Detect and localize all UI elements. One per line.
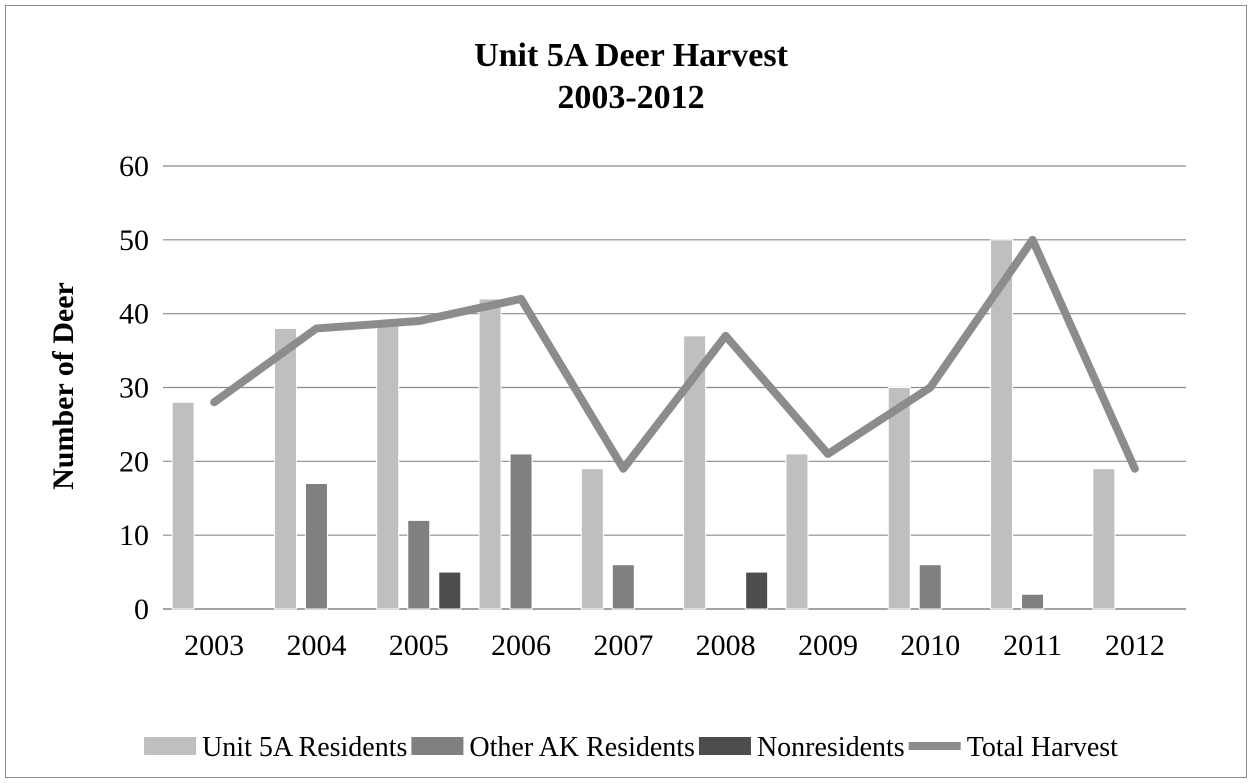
bar-other-ak-residents-2004 — [304, 482, 328, 610]
legend-label: Total Harvest — [967, 732, 1118, 763]
y-tick-labels: 0 10 20 30 40 50 60 — [119, 150, 149, 626]
bar-other-ak-residents-2007 — [611, 564, 635, 610]
x-tick-label: 2012 — [1105, 629, 1165, 662]
chart-frame: Unit 5A Deer Harvest 2003-2012 Number of… — [5, 5, 1247, 778]
legend-swatch — [144, 737, 197, 755]
bar-other-ak-residents-2011 — [1021, 593, 1045, 610]
chart-title-line-2: 2003-2012 — [557, 79, 704, 116]
bar-unit-5a-residents-2004 — [273, 327, 297, 610]
chart-svg: Unit 5A Deer Harvest 2003-2012 Number of… — [47, 37, 1186, 763]
y-tick-label: 60 — [119, 150, 149, 183]
y-tick-label: 30 — [119, 372, 149, 405]
x-tick-label: 2010 — [900, 629, 960, 662]
legend-item-nonresidents: Nonresidents — [698, 732, 905, 763]
legend-item-other-ak-residents: Other AK Residents — [411, 732, 695, 763]
bars — [171, 239, 1116, 610]
x-tick-label: 2009 — [798, 629, 858, 662]
x-tick-label: 2004 — [286, 629, 346, 662]
legend-swatch — [411, 737, 464, 755]
line-total-harvest — [210, 235, 1139, 473]
y-tick-label: 40 — [119, 298, 149, 331]
total-harvest-line — [210, 235, 1139, 473]
bar-unit-5a-residents-2003 — [171, 401, 195, 610]
bar-unit-5a-residents-2010 — [887, 387, 911, 610]
legend-label: Other AK Residents — [469, 732, 695, 763]
bar-unit-5a-residents-2011 — [990, 239, 1014, 610]
y-tick-label: 20 — [119, 445, 149, 478]
bar-nonresidents-2005 — [438, 571, 462, 610]
bar-nonresidents-2008 — [745, 571, 769, 610]
legend-item-unit-5a-residents: Unit 5A Residents — [144, 732, 407, 763]
bar-unit-5a-residents-2009 — [785, 453, 809, 610]
legend-label: Nonresidents — [757, 732, 905, 763]
bar-unit-5a-residents-2005 — [376, 320, 400, 610]
x-tick-label: 2006 — [491, 629, 551, 662]
chart-title-line-1: Unit 5A Deer Harvest — [474, 37, 788, 74]
y-axis-title: Number of Deer — [47, 282, 80, 490]
x-tick-label: 2007 — [593, 629, 653, 662]
x-tick-label: 2008 — [696, 629, 756, 662]
legend-label: Unit 5A Residents — [202, 732, 407, 763]
legend-swatch — [698, 737, 751, 755]
y-tick-label: 50 — [119, 224, 149, 257]
bar-unit-5a-residents-2008 — [683, 335, 707, 610]
bar-other-ak-residents-2005 — [407, 519, 431, 610]
x-tick-labels: 2003 2004 2005 2006 2007 2008 2009 2010 2011 2012 — [184, 629, 1165, 662]
bar-unit-5a-residents-2012 — [1092, 468, 1116, 610]
legend: Unit 5A Residents Other AK Residents Nonre… — [144, 732, 1118, 763]
bar-unit-5a-residents-2007 — [580, 468, 604, 610]
legend-item-total-harvest: Total Harvest — [908, 732, 1118, 763]
gridlines — [163, 165, 1186, 610]
x-tick-label: 2003 — [184, 629, 244, 662]
y-tick-label: 0 — [134, 593, 149, 626]
y-tick-label: 10 — [119, 519, 149, 552]
bar-other-ak-residents-2010 — [918, 564, 942, 610]
bar-unit-5a-residents-2006 — [478, 298, 502, 610]
x-tick-label: 2011 — [1003, 629, 1062, 662]
bar-other-ak-residents-2006 — [509, 453, 533, 610]
x-tick-label: 2005 — [389, 629, 449, 662]
